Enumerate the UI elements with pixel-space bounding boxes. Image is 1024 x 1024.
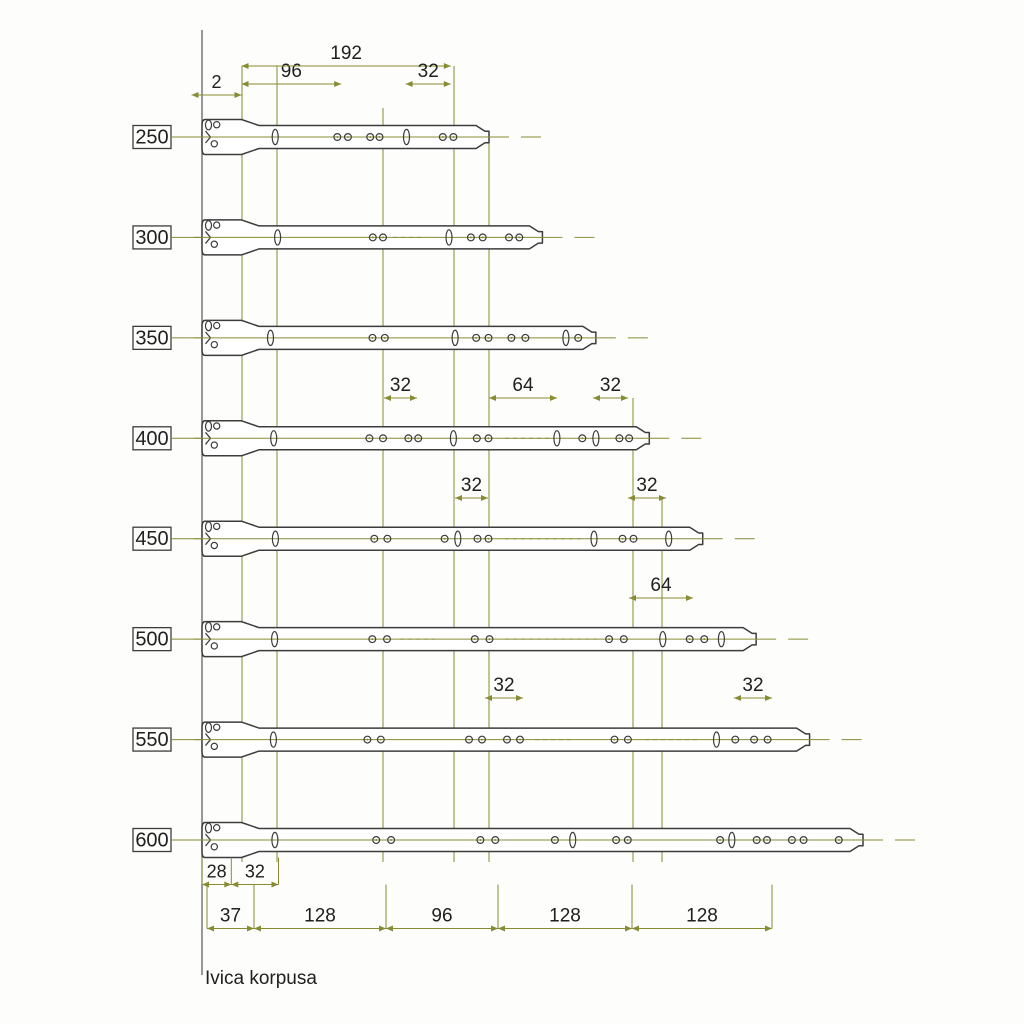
svg-text:32: 32 <box>600 375 621 396</box>
svg-text:250: 250 <box>135 127 168 149</box>
svg-text:300: 300 <box>135 227 168 249</box>
svg-text:32: 32 <box>636 475 657 496</box>
svg-text:550: 550 <box>135 729 168 751</box>
svg-text:192: 192 <box>330 43 362 64</box>
svg-text:350: 350 <box>135 327 168 349</box>
svg-text:128: 128 <box>304 906 336 927</box>
svg-text:Ivica korpusa: Ivica korpusa <box>205 968 317 989</box>
svg-text:32: 32 <box>493 675 514 696</box>
svg-text:37: 37 <box>220 906 241 927</box>
svg-text:64: 64 <box>512 375 534 396</box>
svg-text:96: 96 <box>281 61 302 82</box>
svg-text:600: 600 <box>135 830 168 852</box>
svg-text:32: 32 <box>461 475 482 496</box>
svg-text:96: 96 <box>431 906 452 927</box>
svg-text:2: 2 <box>211 72 221 92</box>
svg-text:450: 450 <box>135 528 168 550</box>
svg-text:32: 32 <box>742 675 763 696</box>
svg-text:32: 32 <box>390 375 411 396</box>
svg-text:32: 32 <box>418 61 439 82</box>
svg-text:128: 128 <box>549 906 581 927</box>
svg-text:64: 64 <box>650 575 672 596</box>
svg-text:500: 500 <box>135 629 168 651</box>
svg-text:400: 400 <box>135 428 168 450</box>
svg-text:32: 32 <box>245 862 265 882</box>
svg-text:128: 128 <box>686 906 718 927</box>
svg-text:28: 28 <box>207 862 227 882</box>
